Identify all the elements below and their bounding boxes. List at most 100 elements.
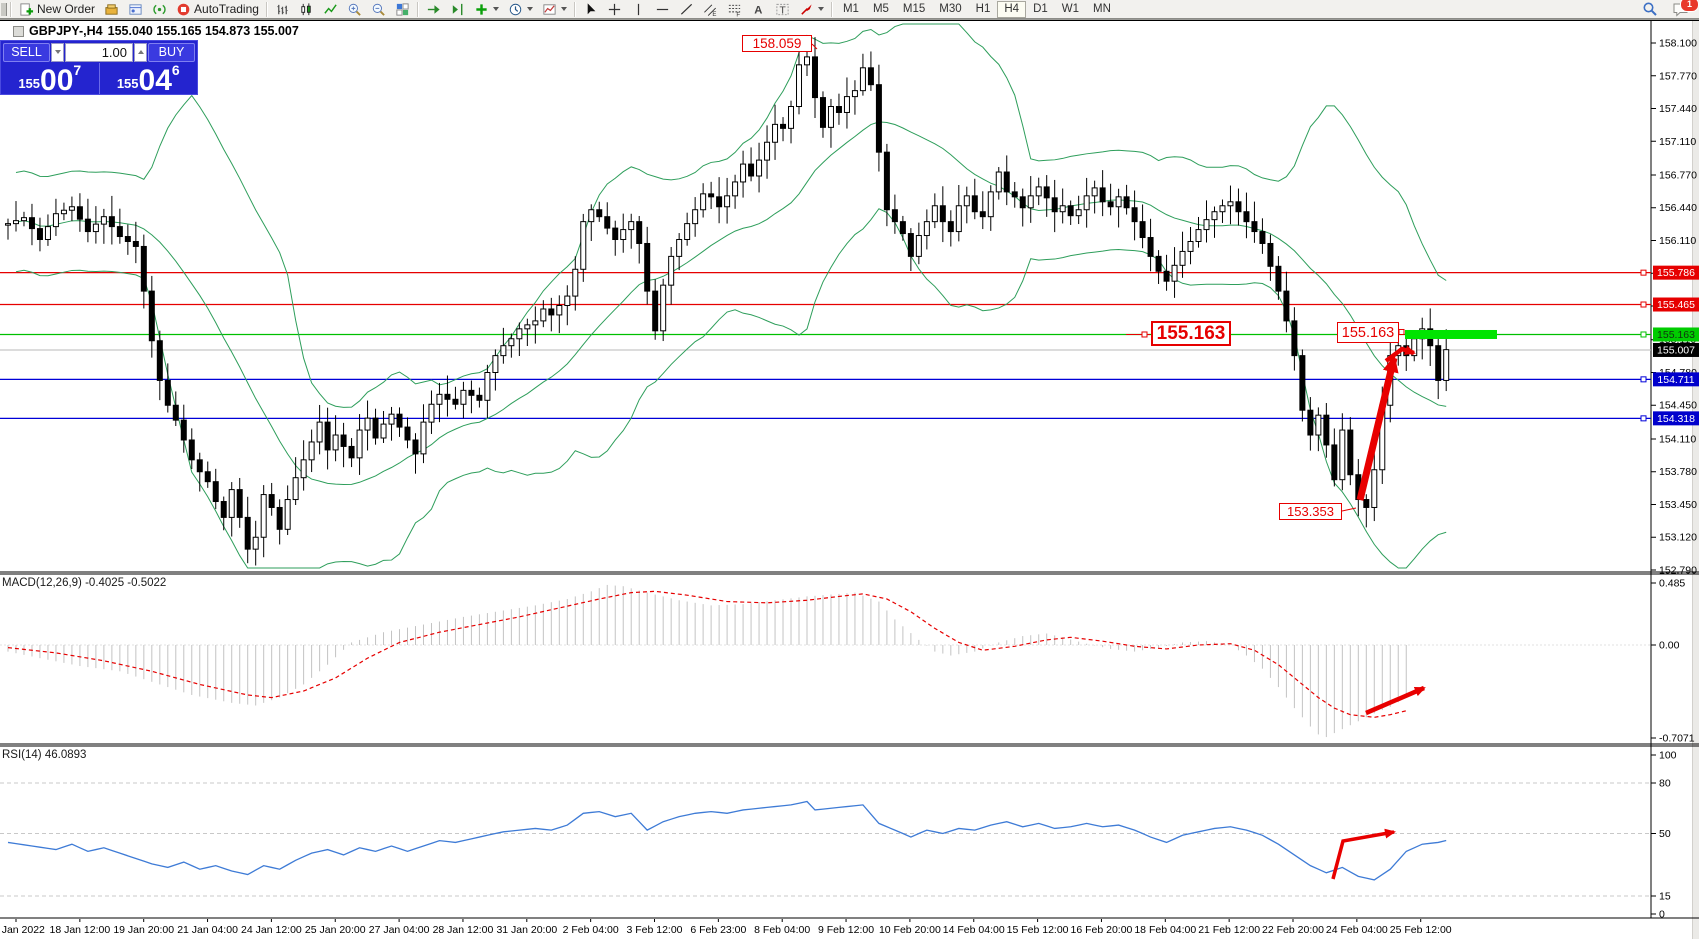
tab-timeframe-W1[interactable]: W1 (1055, 1, 1086, 18)
price-row: 155 00 7 155 04 6 (1, 62, 198, 97)
text-icon: A (754, 4, 762, 16)
order-row: SELL 1.00 BUY (1, 41, 197, 63)
price-annotation-low[interactable]: 153.353 (1279, 503, 1342, 520)
line-chart-button[interactable] (319, 1, 342, 18)
sell-price-base: 155 (18, 76, 41, 91)
periods-button[interactable] (504, 1, 537, 18)
fibonacci-tool-button[interactable]: F (723, 1, 746, 18)
separator (265, 1, 268, 17)
tile-windows-button[interactable] (391, 1, 414, 18)
candlestick-chart-icon (301, 2, 311, 15)
channel-tool-button[interactable]: E (699, 1, 722, 18)
sell-price-point: 7 (73, 62, 82, 78)
indicators-button[interactable] (470, 1, 503, 18)
market-watch-icon (105, 3, 118, 15)
trendline-tool-button[interactable] (675, 1, 698, 18)
bar-chart-button[interactable] (271, 1, 294, 18)
buy-price-pips: 04 (138, 63, 172, 97)
volume-input[interactable]: 1.00 (65, 42, 133, 62)
one-click-trading-panel: SELL 1.00 BUY 155 00 7 155 04 6 (0, 40, 198, 95)
price-annotation-high[interactable]: 158.059 (742, 35, 812, 52)
symbol-timeframe: GBPJPY-,H4 (29, 24, 103, 38)
autotrading-label: AutoTrading (194, 2, 259, 16)
data-window-icon (129, 3, 142, 15)
search-icon (1643, 2, 1657, 16)
svg-text:F: F (736, 11, 740, 16)
text-tool-button[interactable]: A (747, 1, 770, 18)
zoom-out-button[interactable] (367, 1, 390, 18)
rsi-label: RSI(14) 46.0893 (2, 749, 87, 761)
clipped-icon (1, 2, 7, 16)
auto-scroll-button[interactable] (422, 1, 445, 18)
label-tool-button[interactable]: T (771, 1, 794, 18)
volume-decrease-stepper[interactable] (51, 42, 64, 62)
svg-text:E: E (712, 11, 716, 17)
tab-timeframe-D1[interactable]: D1 (1026, 1, 1055, 18)
separator (416, 1, 419, 17)
new-order-icon (20, 2, 34, 16)
tab-timeframe-H1[interactable]: H1 (969, 1, 998, 18)
price-annotation-zone[interactable]: 155.163 (1151, 321, 1231, 346)
tab-timeframe-M1[interactable]: M1 (836, 1, 866, 18)
autotrading-stop-icon (177, 3, 190, 15)
trendline-icon (680, 3, 693, 15)
chart-title-bar: GBPJPY-,H4 155.040 155.165 154.873 155.0… (13, 24, 299, 38)
horizontal-line-tool-button[interactable] (651, 1, 674, 18)
new-order-label: New Order (37, 2, 96, 16)
horizontal-line-icon (656, 8, 669, 10)
navigator-icon (153, 4, 166, 14)
buy-price-point: 6 (171, 62, 180, 78)
tab-timeframe-MN[interactable]: MN (1086, 1, 1118, 18)
autotrading-button[interactable]: AutoTrading (172, 1, 263, 18)
arrow-shapes-icon (801, 3, 812, 15)
candlestick-chart-button[interactable] (295, 1, 318, 18)
price-annotation-zone-right[interactable]: 155.163 (1337, 322, 1399, 343)
market-watch-button[interactable] (100, 1, 123, 18)
navigator-button[interactable] (148, 1, 171, 18)
buy-button[interactable]: BUY (148, 42, 195, 62)
vertical-line-tool-button[interactable] (627, 1, 650, 18)
separator (10, 1, 12, 17)
svg-text:T: T (779, 5, 786, 16)
timeframe-toolbar: M1 M5 M15 M30 H1 H4 D1 W1 MN (836, 0, 1118, 18)
equidistant-channel-icon: E (704, 3, 716, 17)
sell-price-pips: 00 (40, 63, 74, 97)
cursor-tool-button[interactable] (579, 1, 602, 18)
auto-scroll-icon (427, 4, 440, 14)
triangle-down-icon (54, 50, 61, 54)
toolbar: New Order AutoTrading (0, 0, 1699, 19)
arrows-tool-button[interactable] (795, 1, 828, 18)
vertical-scrollbar[interactable] (1692, 19, 1699, 939)
zoom-in-icon (348, 3, 361, 16)
zoom-in-button[interactable] (343, 1, 366, 18)
new-order-button[interactable]: New Order (15, 1, 99, 18)
separator (830, 1, 833, 17)
crosshair-icon (608, 3, 621, 15)
buy-price-base: 155 (116, 76, 139, 91)
tab-timeframe-M15[interactable]: M15 (896, 1, 932, 18)
sell-button[interactable]: SELL (3, 42, 50, 62)
vertical-line-icon (637, 3, 640, 15)
chart-area[interactable] (0, 19, 1692, 939)
tab-timeframe-M30[interactable]: M30 (932, 1, 968, 18)
templates-button[interactable] (538, 1, 571, 18)
tab-timeframe-M5[interactable]: M5 (866, 1, 896, 18)
cursor-icon (587, 2, 596, 14)
fibonacci-icon: F (728, 4, 740, 17)
toolbar-right: 1 (1638, 0, 1699, 18)
template-icon (543, 3, 556, 15)
crosshair-tool-button[interactable] (603, 1, 626, 18)
line-chart-icon (324, 3, 337, 14)
volume-increase-stepper[interactable] (134, 42, 147, 62)
search-button[interactable] (1638, 1, 1662, 18)
buy-price: 155 04 6 (100, 62, 198, 97)
chart-shift-button[interactable] (446, 1, 469, 18)
chevron-down-icon (817, 7, 824, 11)
tab-timeframe-H4[interactable]: H4 (997, 0, 1027, 18)
ohlc-values: 155.040 155.165 154.873 155.007 (107, 24, 299, 38)
bar-chart-icon (277, 4, 288, 14)
sell-price: 155 00 7 (1, 62, 100, 97)
data-window-button[interactable] (124, 1, 147, 18)
tile-windows-icon (396, 2, 409, 16)
